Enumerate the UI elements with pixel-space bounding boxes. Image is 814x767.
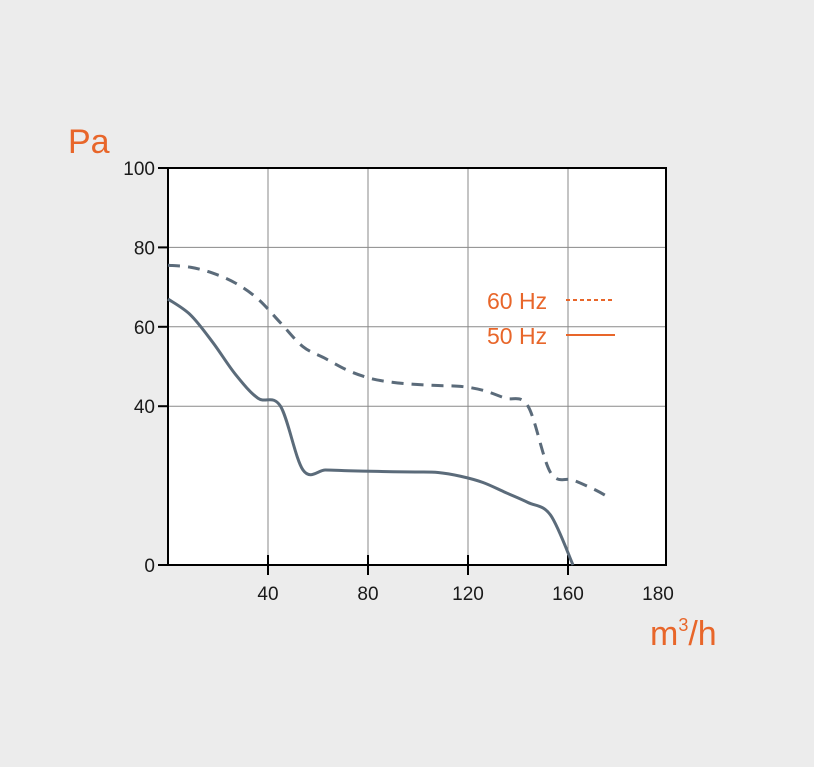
x-tick-label: 80 <box>357 584 378 605</box>
plot-area <box>168 168 666 565</box>
series-line-60hz <box>167 263 610 499</box>
x-tick-label: 160 <box>552 584 584 605</box>
y-tick-label: 60 <box>134 318 155 339</box>
y-tick-label: 0 <box>144 556 155 577</box>
plot-frame <box>167 167 667 566</box>
y-tick-label: 40 <box>134 397 155 418</box>
x-tick-label: 180 <box>642 584 674 605</box>
x-tick-label: 120 <box>452 584 484 605</box>
series-line-50hz <box>167 297 575 566</box>
y-axis-label: Pa <box>68 123 110 161</box>
legend-label: 50 Hz <box>487 323 547 349</box>
legend-label: 60 Hz <box>487 288 547 314</box>
x-axis-label: m3/h <box>650 615 717 653</box>
y-tick-label: 80 <box>134 238 155 259</box>
y-tick-label: 100 <box>123 159 155 180</box>
x-tick-label: 40 <box>257 584 278 605</box>
